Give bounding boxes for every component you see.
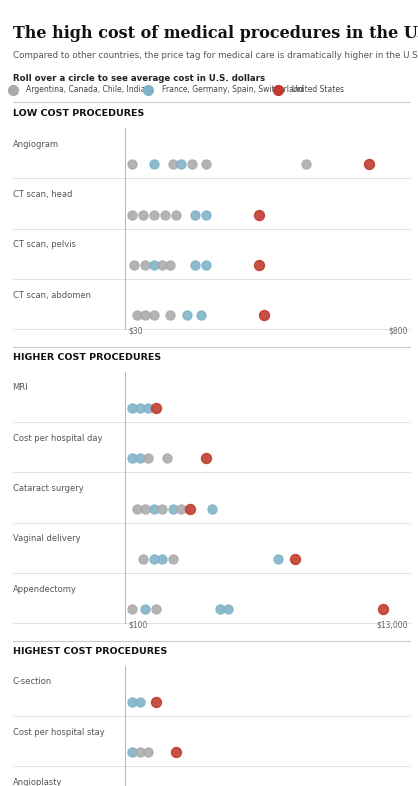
Point [261,309,268,321]
Point [275,553,281,565]
Point [134,502,140,515]
Text: CT scan, abdomen: CT scan, abdomen [13,291,91,299]
Text: Cost per hospital stay: Cost per hospital stay [13,728,104,736]
Point [178,502,185,515]
Point [153,603,160,615]
Point [150,208,157,221]
Point [128,402,135,414]
Point [150,502,157,515]
Point [142,309,149,321]
Text: $30: $30 [129,326,143,335]
Point [9,83,16,96]
Point [142,259,149,271]
Point [170,158,176,171]
Point [153,696,160,708]
Point [209,502,215,515]
Point [217,603,223,615]
Point [136,452,143,465]
Point [145,83,152,96]
Point [128,208,135,221]
Point [128,158,135,171]
Point [150,553,157,565]
Point [158,502,165,515]
Point [380,603,387,615]
Text: $800: $800 [388,326,408,335]
Point [128,452,135,465]
Text: CT scan, pelvis: CT scan, pelvis [13,241,76,249]
Point [170,553,176,565]
Point [255,208,262,221]
Text: Compared to other countries, the price tag for medical care is dramatically high: Compared to other countries, the price t… [13,51,418,60]
Text: CT scan, head: CT scan, head [13,190,72,199]
Text: C-section: C-section [13,678,52,686]
Point [139,553,146,565]
Point [150,309,157,321]
Point [128,696,135,708]
Point [134,309,140,321]
Point [170,502,176,515]
Point [158,553,165,565]
Text: $100: $100 [129,620,148,629]
Text: HIGHER COST PROCEDURES: HIGHER COST PROCEDURES [13,353,161,362]
Text: Angiogram: Angiogram [13,140,59,149]
Text: Cost per hospital day: Cost per hospital day [13,434,102,443]
Text: LOW COST PROCEDURES: LOW COST PROCEDURES [13,109,144,118]
Point [128,603,135,615]
Text: United States: United States [292,85,344,94]
Point [186,502,193,515]
Text: Angioplasty: Angioplasty [13,778,62,786]
Text: Appendectomy: Appendectomy [13,585,76,593]
Point [164,452,171,465]
Point [145,746,151,758]
Point [197,309,204,321]
Text: HIGHEST COST PROCEDURES: HIGHEST COST PROCEDURES [13,647,167,656]
Point [203,208,209,221]
Point [142,502,149,515]
Point [150,158,157,171]
Point [131,259,138,271]
Point [255,259,262,271]
Point [192,259,199,271]
Point [291,553,298,565]
Text: $13,000: $13,000 [376,620,408,629]
Point [203,158,209,171]
Point [153,402,160,414]
Point [161,208,168,221]
Point [128,746,135,758]
Point [192,208,199,221]
Text: The high cost of medical procedures in the U.S.: The high cost of medical procedures in t… [13,25,418,42]
Text: Cataract surgery: Cataract surgery [13,484,83,493]
Point [184,309,190,321]
Point [145,452,151,465]
Point [142,603,149,615]
Text: Vaginal delivery: Vaginal delivery [13,534,80,543]
Point [203,452,209,465]
Point [136,696,143,708]
Point [136,402,143,414]
Point [145,402,151,414]
Text: Roll over a circle to see average cost in U.S. dollars: Roll over a circle to see average cost i… [13,74,265,83]
Point [366,158,373,171]
Point [158,259,165,271]
Point [178,158,185,171]
Text: MRI: MRI [13,384,28,392]
Point [203,259,209,271]
Point [189,158,196,171]
Point [303,158,309,171]
Point [225,603,232,615]
Point [167,309,173,321]
Point [275,83,281,96]
Point [173,208,179,221]
Point [173,746,179,758]
Text: Argentina, Canada, Chile, India: Argentina, Canada, Chile, India [26,85,146,94]
Text: France, Germany, Spain, Switzerland: France, Germany, Spain, Switzerland [162,85,304,94]
Point [139,208,146,221]
Point [136,746,143,758]
Point [167,259,173,271]
Point [150,259,157,271]
